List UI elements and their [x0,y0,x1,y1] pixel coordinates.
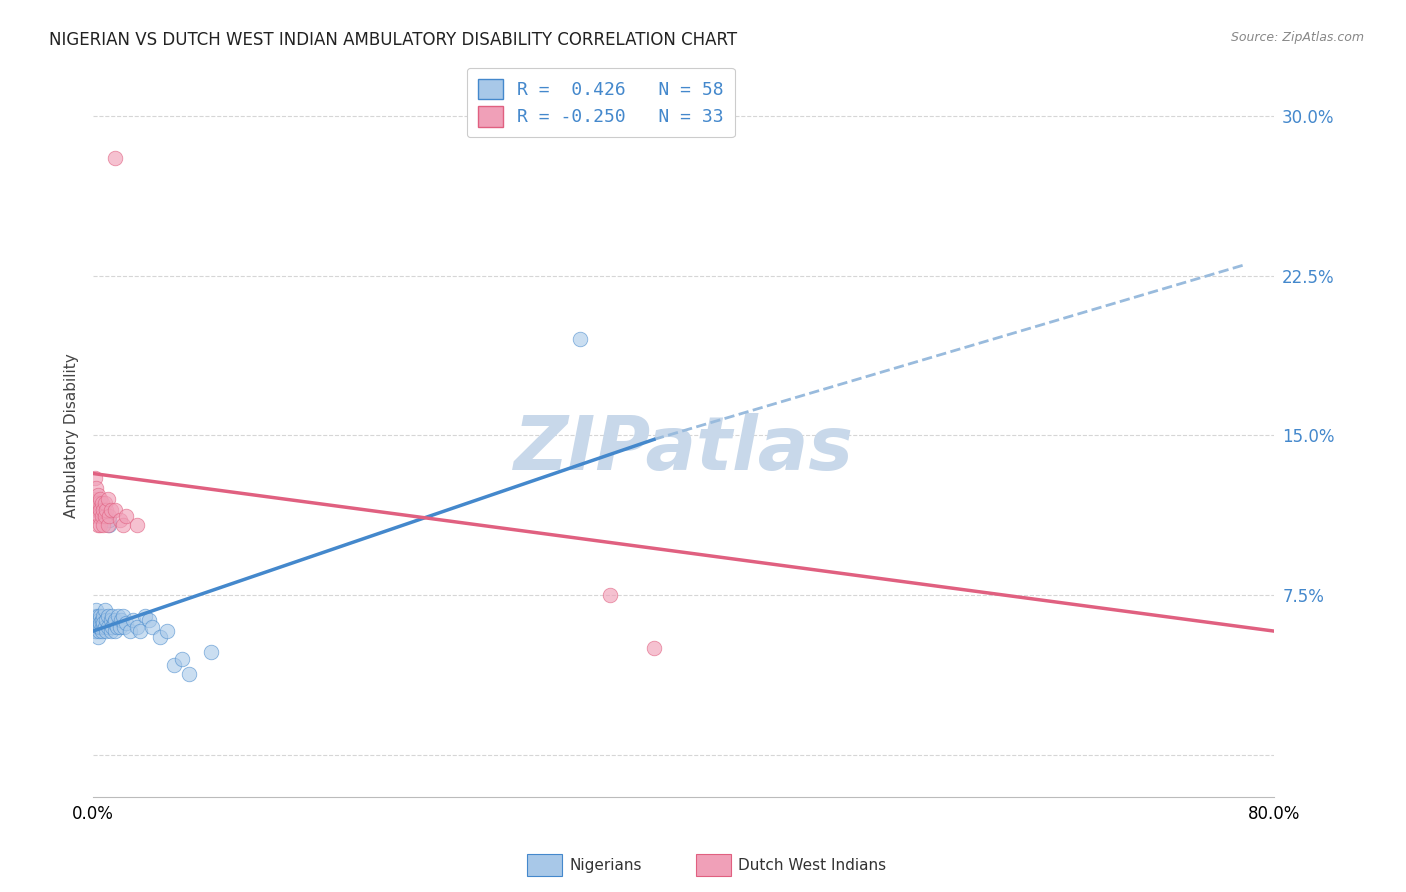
Point [200,645,222,659]
Point [103,615,125,630]
Point [94,603,117,617]
Text: Dutch West Indians: Dutch West Indians [738,858,886,872]
Point [97,609,120,624]
Point [84,609,107,624]
Point [86,488,108,502]
Point [93,609,115,624]
Point [84,624,107,638]
Point [104,152,127,166]
Point [89,502,111,516]
Point [111,517,134,532]
Point [156,624,179,638]
Point [100,624,122,638]
Point [86,620,108,634]
Point [93,502,115,516]
Point [84,482,107,496]
Point [86,517,108,532]
Point [104,614,127,628]
Point [86,631,108,645]
Point [569,332,592,346]
Point [101,620,124,634]
Point [110,614,132,628]
Point [91,509,114,524]
Point [118,624,141,638]
Point [127,517,149,532]
Text: Source: ZipAtlas.com: Source: ZipAtlas.com [1230,31,1364,45]
Point [84,603,107,617]
Point [643,641,665,656]
Point [96,624,118,638]
Point [129,624,152,638]
Point [96,614,118,628]
Point [83,502,105,516]
Point [87,614,110,628]
Text: ZIPatlas: ZIPatlas [513,413,853,486]
Point [97,491,120,506]
Point [104,502,127,516]
Point [98,517,121,532]
Point [101,609,124,624]
Point [93,615,115,630]
Point [91,614,114,628]
Point [89,615,111,630]
Point [84,620,107,634]
Point [111,609,134,624]
Point [91,624,114,638]
Point [112,620,135,634]
Point [83,624,105,638]
Point [127,620,149,634]
Point [87,620,110,634]
Point [83,615,105,630]
Text: NIGERIAN VS DUTCH WEST INDIAN AMBULATORY DISABILITY CORRELATION CHART: NIGERIAN VS DUTCH WEST INDIAN AMBULATORY… [49,31,737,49]
Point [84,509,107,524]
Point [97,517,120,532]
Point [94,509,117,524]
Point [148,631,170,645]
Point [86,615,108,630]
Point [122,614,145,628]
Point [98,513,121,527]
Point [89,620,111,634]
Point [100,614,122,628]
Point [87,509,110,524]
Point [599,588,621,602]
Point [94,496,117,510]
Point [108,513,131,527]
Point [86,609,108,624]
Point [94,620,117,634]
Point [134,609,156,624]
Point [87,496,110,510]
Point [141,620,163,634]
Point [177,666,200,681]
Point [100,502,122,516]
Point [104,624,127,638]
Point [170,652,193,666]
Point [163,658,186,673]
Point [83,491,105,506]
Y-axis label: Ambulatory Disability: Ambulatory Disability [65,353,79,517]
Point [83,471,105,485]
Point [96,502,118,516]
Point [84,496,107,510]
Point [97,620,120,634]
Point [89,517,111,532]
Legend: R =  0.426   N = 58, R = -0.250   N = 33: R = 0.426 N = 58, R = -0.250 N = 33 [467,68,735,137]
Point [93,517,115,532]
Point [89,491,111,506]
Point [108,620,131,634]
Point [83,620,105,634]
Point [114,509,136,524]
Point [138,614,160,628]
Point [107,609,129,624]
Point [91,496,114,510]
Point [91,620,114,634]
Point [98,509,121,524]
Point [114,615,136,630]
Text: Nigerians: Nigerians [569,858,643,872]
Point [105,620,128,634]
Point [89,609,111,624]
Point [87,624,110,638]
Point [86,502,108,516]
